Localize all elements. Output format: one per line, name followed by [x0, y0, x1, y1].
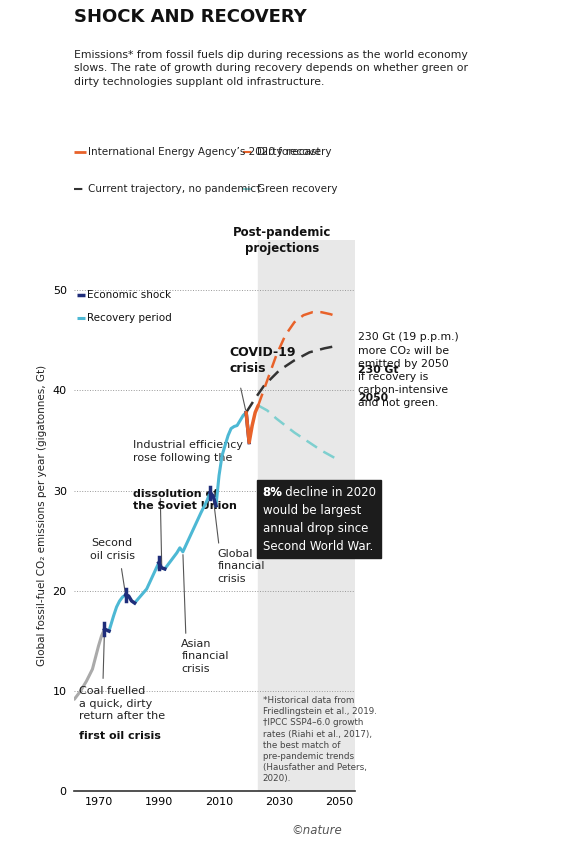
Text: COVID-19
crisis: COVID-19 crisis: [229, 346, 296, 376]
Text: Coal fuelled
a quick, dirty
return after the: Coal fuelled a quick, dirty return after…: [79, 686, 165, 721]
Text: 8% decline in 2020
would be largest
annual drop since
Second World War.: 8% decline in 2020 would be largest annu…: [263, 486, 376, 552]
Text: Dirty recovery: Dirty recovery: [256, 147, 331, 157]
Text: Green recovery: Green recovery: [256, 184, 337, 194]
Text: 2050: 2050: [358, 393, 388, 403]
Text: Current trajectory, no pandemic†: Current trajectory, no pandemic†: [88, 184, 261, 194]
Text: Asian
financial
crisis: Asian financial crisis: [181, 639, 229, 674]
Text: Second
oil crisis: Second oil crisis: [90, 539, 134, 561]
Text: International Energy Agency’s 2020 forecast: International Energy Agency’s 2020 forec…: [88, 147, 321, 157]
Text: ©nature: ©nature: [292, 823, 343, 837]
Y-axis label: Global fossil-fuel CO₂ emissions per year (gigatonnes, Gt): Global fossil-fuel CO₂ emissions per yea…: [37, 365, 47, 666]
Text: Recovery period: Recovery period: [87, 313, 172, 323]
Text: Emissions* from fossil fuels dip during recessions as the world economy
slows. T: Emissions* from fossil fuels dip during …: [74, 51, 468, 87]
Text: Global
financial
crisis: Global financial crisis: [217, 549, 265, 584]
Text: first oil crisis: first oil crisis: [79, 732, 161, 741]
Text: 8%: 8%: [263, 486, 283, 498]
Text: 230 Gt (19 p.p.m.)
more CO₂ will be
emitted by 2050
if recovery is
carbon-intens: 230 Gt (19 p.p.m.) more CO₂ will be emit…: [358, 333, 458, 408]
Text: 230 Gt: 230 Gt: [358, 365, 398, 376]
Text: SHOCK AND RECOVERY: SHOCK AND RECOVERY: [74, 8, 307, 26]
Text: Economic shock: Economic shock: [87, 290, 171, 301]
Text: *Historical data from
Friedlingstein et al., 2019.
†IPCC SSP4–6.0 growth
rates (: *Historical data from Friedlingstein et …: [263, 696, 376, 783]
Bar: [258, 240, 355, 791]
Text: Industrial efficiency
rose following the: Industrial efficiency rose following the: [133, 440, 243, 462]
Text: dissolution of
the Soviet Union: dissolution of the Soviet Union: [133, 488, 237, 511]
Text: Post-pandemic
projections: Post-pandemic projections: [233, 226, 332, 255]
